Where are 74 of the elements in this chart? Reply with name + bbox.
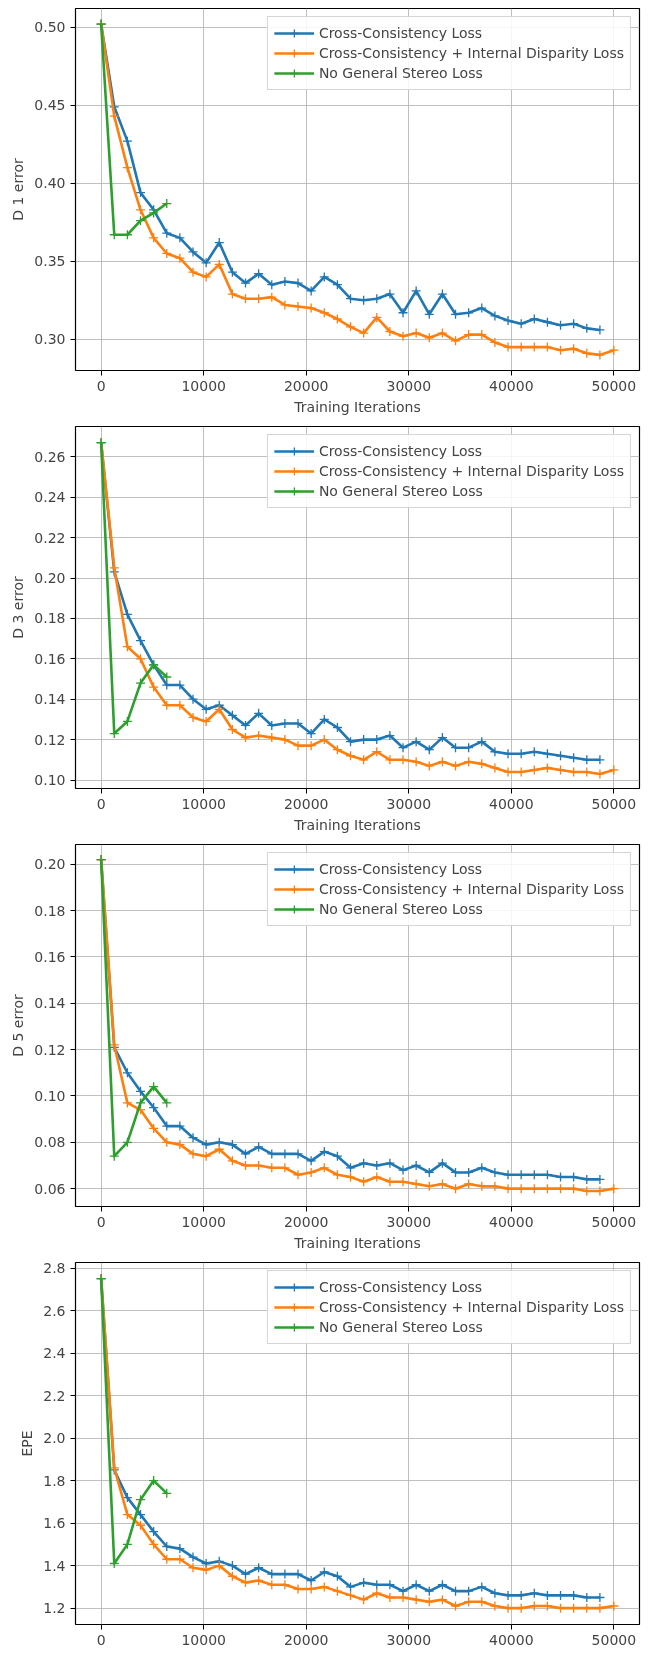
- x-tick-label: 10000: [181, 795, 226, 812]
- y-tick-label: 0.20: [34, 856, 66, 873]
- y-tick-label: 1.4: [43, 1557, 66, 1574]
- x-tick-label: 30000: [386, 1631, 432, 1648]
- y-tick-label: 0.08: [34, 1134, 66, 1151]
- y-tick-label: 0.18: [34, 610, 66, 627]
- legend-label: No General Stereo Loss: [318, 1319, 483, 1335]
- x-tick-label: 40000: [489, 1631, 534, 1648]
- x-tick-label: 50000: [591, 795, 637, 812]
- legend-label: Cross-Consistency + Internal Disparity Loss: [318, 881, 624, 897]
- legend-label: Cross-Consistency Loss: [318, 25, 483, 41]
- x-tick-label: 50000: [591, 1631, 637, 1648]
- x-tick-label: 10000: [181, 377, 226, 394]
- x-tick-label: 0: [96, 1631, 106, 1648]
- y-tick-label: 2.2: [43, 1387, 66, 1404]
- legend-label: Cross-Consistency + Internal Disparity Loss: [318, 1299, 624, 1315]
- x-axis-title: Training Iterations: [293, 816, 421, 833]
- y-axis-title: D 1 error: [10, 158, 27, 221]
- x-tick-label: 20000: [283, 1213, 329, 1230]
- y-tick-label: 0.10: [34, 1087, 66, 1104]
- x-tick-label: 30000: [386, 795, 432, 812]
- x-tick-label: 20000: [283, 795, 329, 812]
- x-axis-title: Training Iterations: [293, 398, 421, 415]
- legend-label: No General Stereo Loss: [318, 483, 483, 499]
- y-tick-label: 1.6: [43, 1515, 66, 1532]
- y-tick-label: 0.12: [34, 1041, 66, 1058]
- y-tick-label: 0.20: [34, 570, 66, 587]
- y-tick-label: 0.14: [34, 995, 66, 1012]
- y-tick-label: 1.2: [43, 1600, 66, 1617]
- y-axis-title: D 5 error: [10, 994, 27, 1057]
- legend-label: Cross-Consistency Loss: [318, 443, 483, 459]
- x-tick-label: 20000: [283, 377, 329, 394]
- y-tick-label: 0.26: [34, 448, 66, 465]
- y-tick-label: 0.16: [34, 650, 66, 667]
- x-tick-label: 10000: [181, 1213, 226, 1230]
- x-tick-label: 0: [96, 1213, 106, 1230]
- y-tick-label: 0.06: [34, 1180, 66, 1197]
- x-tick-label: 40000: [489, 795, 534, 812]
- x-tick-label: 0: [96, 795, 106, 812]
- x-tick-label: 40000: [489, 1213, 534, 1230]
- y-tick-label: 0.35: [34, 253, 66, 270]
- y-tick-label: 1.8: [43, 1472, 66, 1489]
- y-tick-label: 2.4: [43, 1345, 66, 1362]
- x-axis-title: Training Iterations: [293, 1234, 421, 1251]
- y-tick-label: 0.50: [34, 19, 66, 36]
- y-tick-label: 0.16: [34, 948, 66, 965]
- x-tick-label: 50000: [591, 1213, 637, 1230]
- y-tick-label: 0.40: [34, 175, 66, 192]
- legend-label: No General Stereo Loss: [318, 901, 483, 917]
- x-tick-label: 10000: [181, 1631, 226, 1648]
- y-axis-title: D 3 error: [10, 576, 27, 639]
- y-tick-label: 2.8: [43, 1260, 66, 1277]
- legend-label: Cross-Consistency + Internal Disparity Loss: [318, 463, 624, 479]
- x-tick-label: 30000: [386, 377, 432, 394]
- y-tick-label: 0.24: [34, 489, 66, 506]
- y-tick-label: 2.6: [43, 1302, 66, 1319]
- y-tick-label: 0.30: [34, 331, 66, 348]
- x-tick-label: 30000: [386, 1213, 432, 1230]
- legend-label: Cross-Consistency Loss: [318, 861, 483, 877]
- x-tick-label: 0: [96, 377, 106, 394]
- y-axis-title: EPE: [19, 1430, 36, 1457]
- y-tick-label: 0.22: [34, 529, 66, 546]
- y-tick-label: 0.12: [34, 731, 66, 748]
- legend-label: Cross-Consistency Loss: [318, 1279, 483, 1295]
- legend-label: No General Stereo Loss: [318, 65, 483, 81]
- y-tick-label: 0.14: [34, 691, 66, 708]
- x-tick-label: 50000: [591, 377, 637, 394]
- legend-label: Cross-Consistency + Internal Disparity Loss: [318, 45, 624, 61]
- y-tick-label: 2.0: [43, 1430, 66, 1447]
- y-tick-label: 0.45: [34, 97, 66, 114]
- x-tick-label: 20000: [283, 1631, 329, 1648]
- y-tick-label: 0.18: [34, 902, 66, 919]
- y-tick-label: 0.10: [34, 772, 66, 789]
- x-tick-label: 40000: [489, 377, 534, 394]
